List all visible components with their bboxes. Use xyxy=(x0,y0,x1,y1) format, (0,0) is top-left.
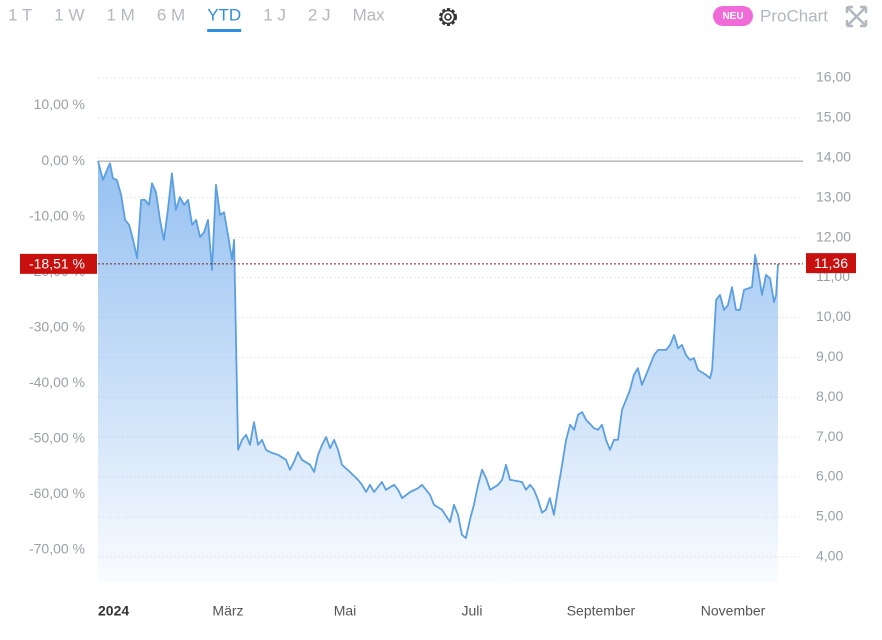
gear-ring xyxy=(440,9,456,25)
y2-tick-label: 4,00 xyxy=(816,548,843,564)
y2-tick-label: 16,00 xyxy=(816,69,851,85)
range-tab[interactable]: 6 M xyxy=(157,5,185,24)
current-label: 11,36 xyxy=(814,255,848,271)
gear-outer xyxy=(439,8,457,26)
x-tick-label: Mai xyxy=(334,603,357,619)
y2-tick-label: 5,00 xyxy=(816,508,843,524)
y-tick-label: -50,00 % xyxy=(29,429,85,445)
range-tab[interactable]: YTD xyxy=(207,5,241,24)
x-tick-label: Juli xyxy=(462,603,483,619)
y2-tick-label: 10,00 xyxy=(816,308,851,324)
y2-tick-label: 15,00 xyxy=(816,109,851,125)
range-tab[interactable]: 1 T xyxy=(8,5,32,24)
y-tick-label: -40,00 % xyxy=(29,374,85,390)
y2-tick-label: 14,00 xyxy=(816,148,851,164)
range-tab[interactable]: Max xyxy=(353,5,386,24)
range-tab[interactable]: 2 J xyxy=(308,5,331,24)
y-tick-label: -60,00 % xyxy=(29,485,85,501)
current-label: -18,51 % xyxy=(29,256,85,272)
badge-text: NEU xyxy=(722,11,743,22)
y-tick-label: 0,00 % xyxy=(41,152,85,168)
range-tabs: 1 T 1 W 1 M 6 M YTD 1 J 2 J Max xyxy=(8,5,385,32)
expand-icon[interactable] xyxy=(845,5,868,28)
current-badge xyxy=(20,253,97,274)
badge xyxy=(713,6,753,26)
y2-tick-label: 13,00 xyxy=(816,188,851,204)
y2-tick-label: 7,00 xyxy=(816,428,843,444)
current-badge xyxy=(806,253,856,274)
y2-tick-label: 12,00 xyxy=(816,228,851,244)
range-tab[interactable]: 1 J xyxy=(263,5,286,24)
active-underline xyxy=(207,29,242,32)
range-tab[interactable]: 1 M xyxy=(107,5,135,24)
y-tick-label: -70,00 % xyxy=(29,540,85,556)
line xyxy=(97,160,779,539)
y-tick-label: 10,00 % xyxy=(34,96,85,112)
y2-tick-label: 9,00 xyxy=(816,348,843,364)
y-tick-label: -10,00 % xyxy=(29,207,85,223)
area xyxy=(98,161,779,582)
range-tab[interactable]: 1 W xyxy=(54,5,84,24)
x-tick-label: September xyxy=(567,603,636,619)
settings-icon[interactable] xyxy=(439,8,457,26)
prochart-link[interactable]: ProChart xyxy=(760,6,828,25)
x-tick-label: 2024 xyxy=(98,603,129,619)
y2-tick-label: 8,00 xyxy=(816,388,843,404)
expand-arrows xyxy=(845,5,868,28)
gear-hub xyxy=(444,13,452,21)
y-tick-label: -30,00 % xyxy=(29,318,85,334)
x-tick-label: März xyxy=(212,603,243,619)
y2-tick-label: 6,00 xyxy=(816,468,843,484)
x-tick-label: November xyxy=(701,603,766,619)
